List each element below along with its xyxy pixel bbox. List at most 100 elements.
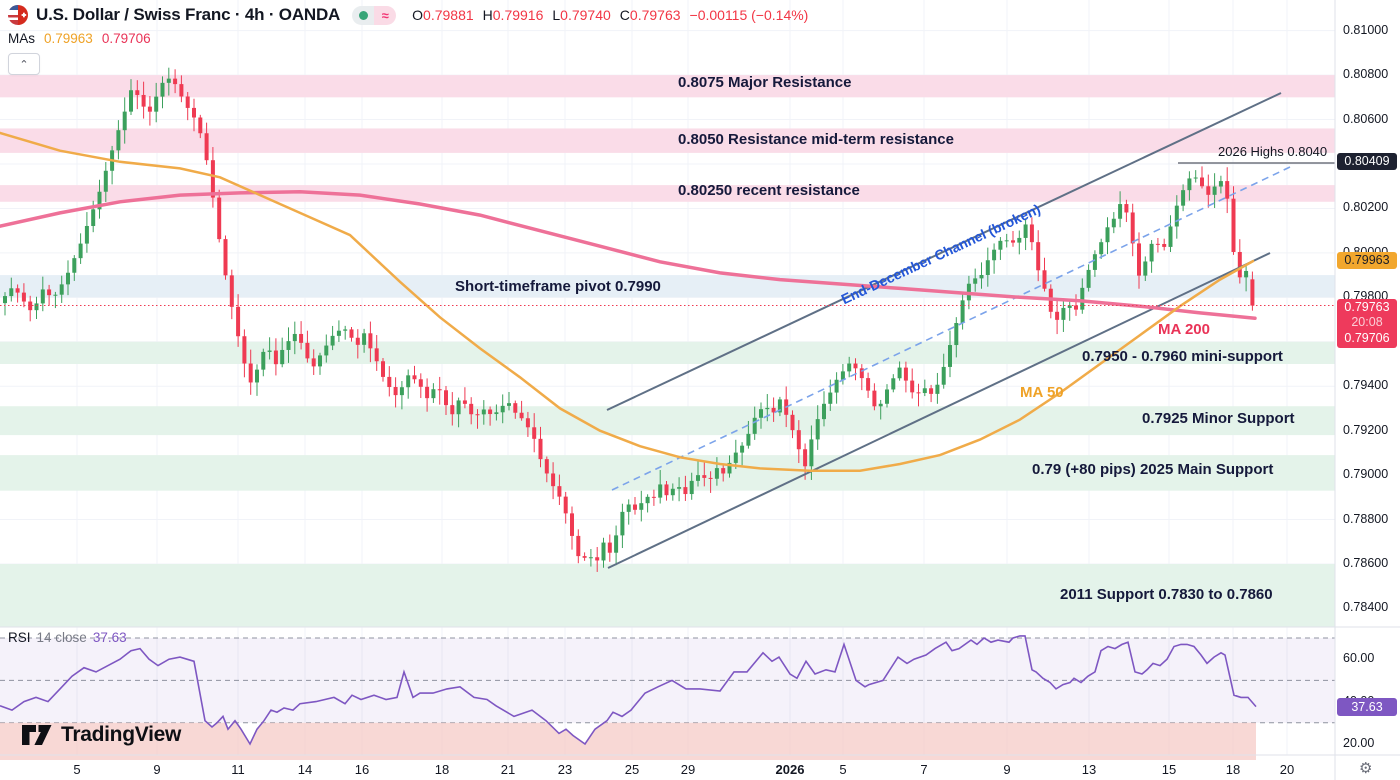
support-resistance-zones xyxy=(0,75,1335,627)
tradingview-mark-icon xyxy=(22,725,52,745)
price-axis-label: 0.80600 xyxy=(1343,111,1389,126)
rsi-line[interactable] xyxy=(0,635,1257,746)
time-axis-label: 20 xyxy=(1279,762,1295,777)
high-value: 0.79916 xyxy=(492,7,544,23)
zone-label-3[interactable]: Short-timeframe pivot 0.7990 xyxy=(455,278,661,295)
time-axis-label: 7 xyxy=(920,762,928,777)
channel-label[interactable]: End-December Channel (broken) xyxy=(838,200,1043,308)
tradingview-logo-text: TradingView xyxy=(61,723,182,746)
ma200-line[interactable] xyxy=(0,190,1257,320)
symbol-header: U.S. Dollar / Swiss Franc · 4h · OANDA ≈… xyxy=(8,5,808,25)
ma-line-label-1: MA 50 xyxy=(1020,384,1064,401)
badge-price: 0.79763 xyxy=(1344,299,1390,314)
price-axis-label: 0.80800 xyxy=(1343,67,1389,82)
price-badge-current: 0.79763 20:08 0.79706 xyxy=(1337,298,1397,348)
time-axis-label: 18 xyxy=(434,762,450,777)
high-label: H xyxy=(482,7,493,23)
price-axis-label: 0.78800 xyxy=(1343,511,1389,526)
tradingview-logo[interactable]: TradingView xyxy=(22,722,181,748)
zone-label-5[interactable]: 0.7925 Minor Support xyxy=(1142,410,1295,427)
time-axis-label: 2026 xyxy=(775,762,805,777)
zone-label-2[interactable]: 0.80250 recent resistance xyxy=(678,182,860,199)
low-label: L xyxy=(552,7,561,23)
rsi-params: 14 close xyxy=(36,630,87,645)
price-axis-label: 0.78400 xyxy=(1343,600,1389,615)
ohlc-readout: O0.79881 H0.79916 L0.79740 C0.79763 −0.0… xyxy=(412,7,808,23)
timezone-settings-button[interactable]: ⚙ xyxy=(1359,759,1372,777)
ma-legend: MAs 0.79963 0.79706 xyxy=(8,31,151,46)
zone-band[interactable] xyxy=(0,564,1335,627)
time-axis-label: 16 xyxy=(354,762,370,777)
time-axis-label: 9 xyxy=(1003,762,1011,777)
price-axis-label: 0.81000 xyxy=(1343,22,1389,37)
time-axis-label: 29 xyxy=(680,762,696,777)
zone-label-7[interactable]: 2011 Support 0.7830 to 0.7860 xyxy=(1060,586,1273,603)
price-axis-label: 0.79400 xyxy=(1343,378,1389,393)
time-axis-label: 9 xyxy=(153,762,161,777)
ma50-line[interactable] xyxy=(0,131,1255,472)
open-value: 0.79881 xyxy=(423,7,474,23)
rsi-name[interactable]: RSI xyxy=(8,630,31,645)
time-axis-label: 15 xyxy=(1161,762,1177,777)
rsi-current-value: 37.63 xyxy=(92,630,127,645)
collapse-panel-button[interactable]: ⌃ xyxy=(8,53,40,75)
price-badge-black: 0.80409 xyxy=(1337,153,1397,170)
change-value: −0.00115 (−0.14%) xyxy=(689,7,809,23)
channel-lower[interactable] xyxy=(607,252,1271,569)
ma50-current-value: 0.79963 xyxy=(44,31,93,46)
price-badge-orange: 0.79963 xyxy=(1337,252,1397,270)
symbol-title[interactable]: U.S. Dollar / Swiss Franc · 4h · OANDA xyxy=(36,5,341,24)
support-dashed[interactable] xyxy=(611,166,1291,491)
zone-band[interactable] xyxy=(0,128,1335,153)
rsi-value-badge: 37.63 xyxy=(1337,697,1397,716)
mas-label[interactable]: MAs xyxy=(8,31,35,46)
time-axis-label: 25 xyxy=(624,762,640,777)
zone-label-6[interactable]: 0.79 (+80 pips) 2025 Main Support xyxy=(1032,461,1274,478)
zone-band[interactable] xyxy=(0,406,1335,436)
rsi-axis-label: 20.00 xyxy=(1343,736,1375,750)
symbol-logo-icon xyxy=(8,5,28,25)
time-axis-label: 14 xyxy=(297,762,313,777)
rsi-axis-label: 60.00 xyxy=(1343,651,1375,666)
time-axis-label: 5 xyxy=(839,762,847,777)
time-axis-label: 21 xyxy=(500,762,516,777)
price-axis-label: 0.79200 xyxy=(1343,422,1389,437)
time-axis-label: 11 xyxy=(231,762,245,777)
price-axis-label: 0.79000 xyxy=(1343,467,1389,482)
price-axis-label: 0.80200 xyxy=(1343,200,1389,215)
zone-label-1[interactable]: 0.8050 Resistance mid-term resistance xyxy=(678,131,954,148)
time-axis-label: 23 xyxy=(557,762,573,777)
close-value: 0.79763 xyxy=(629,7,681,23)
low-value: 0.79740 xyxy=(560,7,611,23)
market-status-pill[interactable]: ≈ xyxy=(352,5,397,25)
time-axis-label: 13 xyxy=(1081,762,1097,777)
time-axis-label: 5 xyxy=(73,762,81,777)
gear-icon: ⚙ xyxy=(1359,760,1373,777)
rsi-legend: RSI 14 close 37.63 xyxy=(8,630,127,645)
close-label: C xyxy=(619,7,630,23)
rsi-pane xyxy=(0,635,1335,760)
highs-2026-label[interactable]: 2026 Highs 0.8040 xyxy=(1218,144,1328,159)
zone-band[interactable] xyxy=(0,341,1335,364)
channel-upper[interactable] xyxy=(606,92,1282,411)
price-axis-label: 0.78600 xyxy=(1343,556,1389,570)
zone-band[interactable] xyxy=(0,275,1335,298)
ma-line-label-0: MA 200 xyxy=(1158,321,1210,338)
badge-price: 0.79706 xyxy=(1344,330,1390,345)
trendlines xyxy=(606,92,1335,569)
zone-band[interactable] xyxy=(0,185,1335,202)
ma200-current-value: 0.79706 xyxy=(101,31,151,46)
moving-averages xyxy=(0,131,1257,472)
market-open-icon xyxy=(352,5,375,25)
open-label: O xyxy=(412,7,424,23)
countdown-timer: 20:08 xyxy=(1351,315,1383,330)
zone-label-4[interactable]: 0.7950 - 0.7960 mini-support xyxy=(1082,348,1283,365)
delayed-data-icon: ≈ xyxy=(374,5,397,25)
time-axis-label: 18 xyxy=(1225,762,1241,777)
zone-band[interactable] xyxy=(0,75,1335,98)
zone-label-0[interactable]: 0.8075 Major Resistance xyxy=(678,74,852,91)
